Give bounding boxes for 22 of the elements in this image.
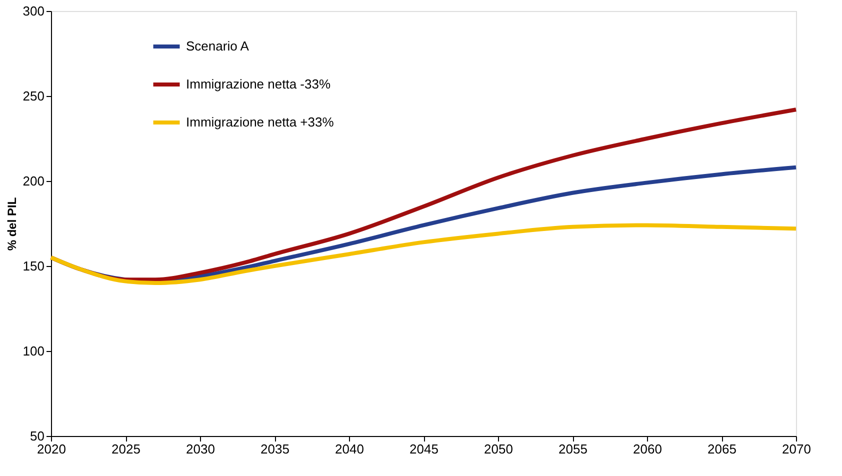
x-tick-label: 2040 bbox=[335, 442, 364, 456]
legend-label: Immigrazione netta -33% bbox=[186, 76, 331, 92]
y-tick-label: 100 bbox=[22, 344, 44, 358]
line-series bbox=[49, 223, 798, 285]
x-tick-label: 2070 bbox=[782, 442, 811, 456]
legend-label: Immigrazione netta +33% bbox=[186, 114, 334, 130]
x-tick-label: 2025 bbox=[112, 442, 140, 456]
y-tick-label: 200 bbox=[22, 174, 44, 188]
x-tick-label: 2055 bbox=[558, 442, 588, 456]
x-tick-label: 2035 bbox=[260, 442, 290, 456]
y-axis-title: % del PIL bbox=[4, 197, 19, 251]
x-tick-label: 2045 bbox=[410, 442, 438, 456]
x-tick-label: 2020 bbox=[37, 442, 66, 456]
x-tick-label: 2060 bbox=[633, 442, 662, 456]
y-tick-label: 300 bbox=[22, 4, 44, 18]
y-tick-label: 50 bbox=[30, 428, 44, 444]
x-tick-label: 2065 bbox=[708, 442, 736, 456]
y-tick-label: 250 bbox=[22, 88, 44, 104]
x-tick-label: 2030 bbox=[186, 442, 215, 456]
x-tick-label: 2050 bbox=[484, 442, 513, 456]
y-tick-label: 150 bbox=[22, 258, 44, 274]
legend-label: Scenario A bbox=[186, 38, 250, 54]
